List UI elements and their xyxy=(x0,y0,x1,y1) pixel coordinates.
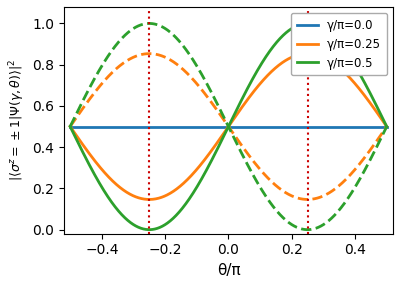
γ/π=0.0 xyxy=(384,125,389,128)
γ/π=0.5 xyxy=(196,183,201,186)
γ/π=0.25 xyxy=(286,58,290,61)
γ/π=0.0 xyxy=(100,125,105,128)
γ/π=0.25 xyxy=(321,56,326,59)
Y-axis label: $|\langle\sigma^z{=}\pm 1|\Psi(\gamma,\theta)\rangle|^2$: $|\langle\sigma^z{=}\pm 1|\Psi(\gamma,\t… xyxy=(7,59,26,182)
Line: γ/π=0.5: γ/π=0.5 xyxy=(70,23,387,230)
Legend: γ/π=0.0, γ/π=0.25, γ/π=0.5: γ/π=0.0, γ/π=0.25, γ/π=0.5 xyxy=(291,13,387,76)
γ/π=0.25 xyxy=(384,125,389,128)
γ/π=0.5 xyxy=(100,187,105,190)
γ/π=0.0 xyxy=(320,125,325,128)
γ/π=0.5 xyxy=(305,22,310,25)
γ/π=0.0 xyxy=(285,125,290,128)
γ/π=0.25 xyxy=(315,53,320,57)
γ/π=0.5 xyxy=(147,228,152,231)
γ/π=0.5 xyxy=(321,27,326,30)
γ/π=0.25 xyxy=(305,52,310,55)
γ/π=0.25 xyxy=(147,198,152,201)
γ/π=0.5 xyxy=(286,30,290,33)
γ/π=0.0 xyxy=(68,125,72,128)
Line: γ/π=0.25: γ/π=0.25 xyxy=(70,54,387,200)
γ/π=0.5 xyxy=(68,125,72,128)
γ/π=0.0 xyxy=(315,125,320,128)
γ/π=0.0 xyxy=(207,125,212,128)
X-axis label: θ/π: θ/π xyxy=(217,263,240,278)
γ/π=0.5 xyxy=(208,162,212,165)
γ/π=0.25 xyxy=(208,151,212,154)
γ/π=0.5 xyxy=(384,125,389,128)
γ/π=0.0 xyxy=(196,125,200,128)
γ/π=0.25 xyxy=(196,166,201,169)
γ/π=0.25 xyxy=(68,125,72,128)
γ/π=0.25 xyxy=(100,168,105,172)
γ/π=0.5 xyxy=(315,24,320,27)
